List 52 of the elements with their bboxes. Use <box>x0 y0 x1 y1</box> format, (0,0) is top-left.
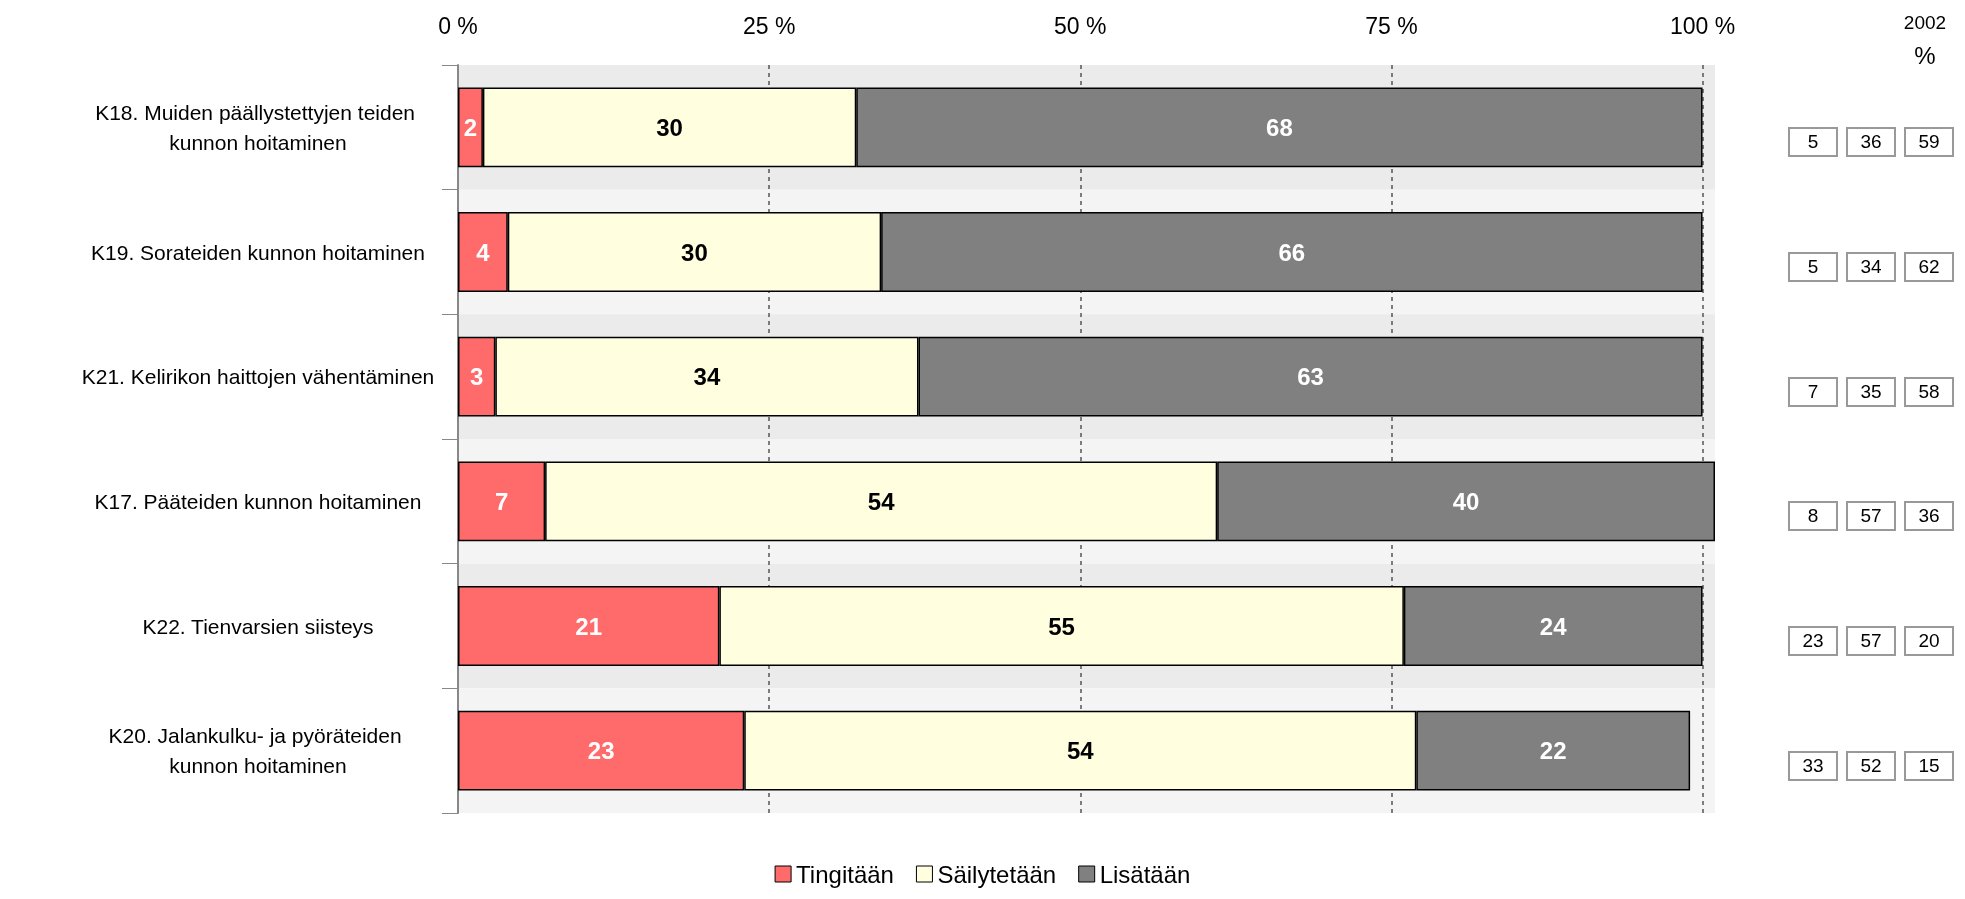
text: 20 <box>1904 626 1954 656</box>
data-label: 3 <box>469 363 484 391</box>
data-label: 30 <box>656 113 683 141</box>
text: 5 <box>1788 127 1838 158</box>
text: 59 <box>1904 127 1954 158</box>
text: 7 <box>1788 376 1838 407</box>
data-label: 63 <box>1297 363 1324 391</box>
text: 57 <box>1846 501 1896 532</box>
y-tick-label: K22. Tienvarsien siisteys <box>142 614 374 638</box>
text: 2002 <box>1902 12 1948 34</box>
x-tick-label: 100 % <box>1669 12 1736 39</box>
data-label: 23 <box>587 737 615 765</box>
text: 35 <box>1846 376 1896 407</box>
data-label: 2 <box>463 113 478 141</box>
y-tick-label: K19. Sorateiden kunnon hoitaminen <box>91 240 425 264</box>
legend-label: Säilytetään <box>937 860 1057 888</box>
x-tick-label: 25 % <box>742 12 796 39</box>
text: 52 <box>1846 750 1896 781</box>
text: 33 <box>1788 750 1838 781</box>
text: 62 <box>1904 252 1954 282</box>
data-label: 24 <box>1539 612 1568 640</box>
legend-label: Lisätään <box>1099 860 1191 888</box>
data-label: 30 <box>681 238 708 266</box>
data-label: 22 <box>1539 737 1567 765</box>
text: 36 <box>1846 127 1896 158</box>
data-label: 66 <box>1278 238 1306 266</box>
y-tick-label: K18. Muiden päällystettyjen teiden kunnon hoitaminen <box>95 100 421 154</box>
data-label: 55 <box>1048 612 1075 640</box>
text: 15 <box>1904 750 1954 781</box>
x-tick-label: 50 % <box>1054 12 1107 39</box>
data-label: 54 <box>1066 737 1095 765</box>
text: 57 <box>1846 626 1896 656</box>
text: 5 <box>1788 252 1838 282</box>
x-tick-label: 75 % <box>1365 12 1418 39</box>
data-label: 54 <box>867 487 896 515</box>
data-label: 68 <box>1266 113 1293 141</box>
legend-label: Tingitään <box>796 860 894 888</box>
data-label: 40 <box>1452 487 1480 515</box>
text: 58 <box>1904 376 1954 407</box>
text: 36 <box>1904 501 1954 532</box>
x-tick-label: 0 % <box>438 12 478 39</box>
y-tick-label: K17. Pääteiden kunnon hoitaminen <box>94 489 422 513</box>
data-label: 34 <box>693 363 721 391</box>
data-label: 21 <box>575 612 603 640</box>
y-tick-label: K21. Kelirikon haittojen vähentäminen <box>81 365 435 389</box>
data-label: 4 <box>476 238 491 266</box>
data-label: 7 <box>494 487 509 515</box>
text: 23 <box>1788 626 1838 656</box>
text: % <box>1913 42 1937 70</box>
text: 34 <box>1846 252 1896 282</box>
y-tick-label: K20. Jalankulku- ja pyöräteiden kunnon hoitaminen <box>108 724 408 778</box>
text: 8 <box>1788 501 1838 532</box>
